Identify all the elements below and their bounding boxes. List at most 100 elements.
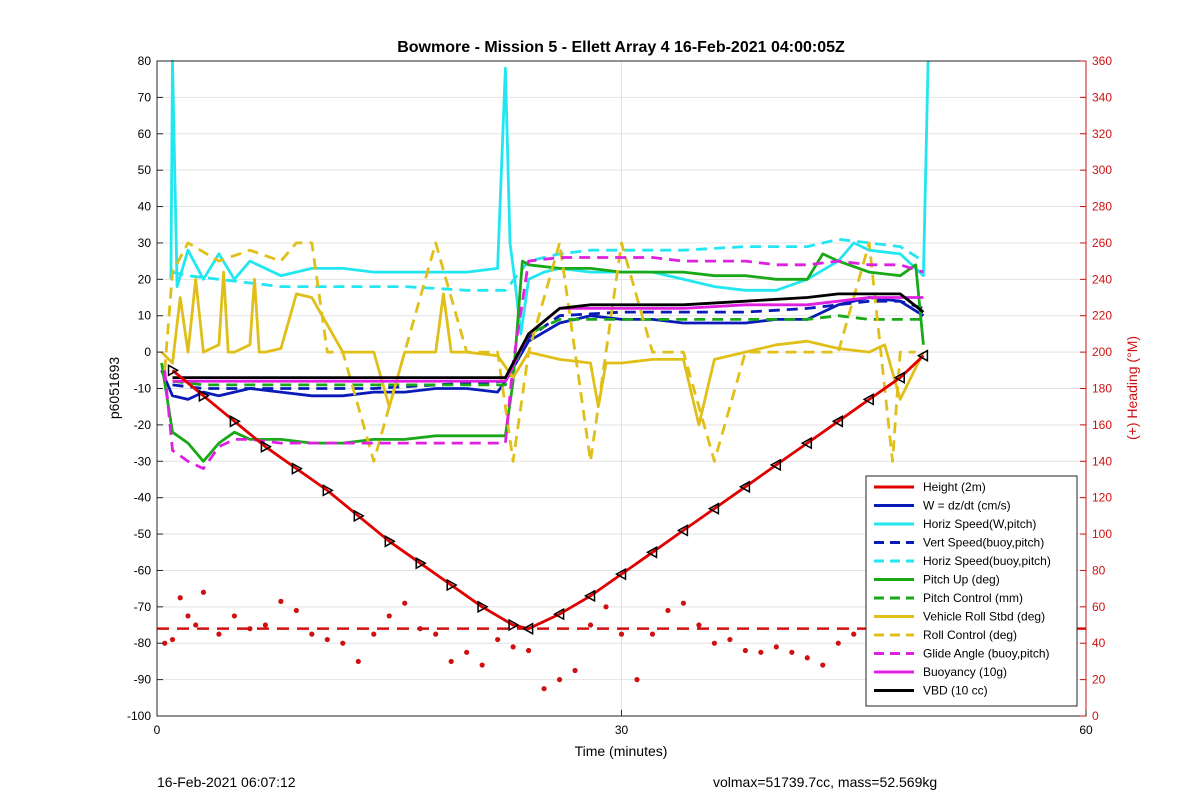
y-right-tick-label: 300 [1092, 163, 1112, 177]
heading-point [448, 658, 454, 665]
y-right-tick-label: 140 [1092, 454, 1112, 468]
heading-point [526, 647, 532, 654]
y-right-tick-label: 240 [1092, 272, 1112, 286]
x-tick-label: 60 [1079, 723, 1093, 737]
heading-point [510, 644, 516, 650]
heading-point [200, 589, 207, 595]
y-tick-label: 30 [138, 236, 152, 250]
heading-point [742, 647, 748, 654]
y-tick-label: 20 [138, 272, 152, 286]
y-tick-label: 80 [138, 54, 152, 68]
heading-point [231, 613, 238, 619]
legend-label: Pitch Control (mm) [923, 591, 1023, 605]
legend-label: Pitch Up (deg) [923, 573, 1000, 587]
series-horiz-speed-w-pitch [169, 59, 930, 336]
y-right-tick-label: 320 [1092, 127, 1112, 141]
heading-point [386, 613, 392, 619]
y-right-tick-label: 340 [1092, 90, 1112, 104]
right-axis: 3603403203002802602402202001801601401201… [1080, 54, 1112, 723]
heading-point [758, 649, 764, 655]
height-marker [477, 600, 489, 614]
y-tick-label: -40 [134, 491, 152, 505]
chart-title: Bowmore - Mission 5 - Ellett Array 4 16-… [397, 39, 845, 56]
heading-point [185, 613, 191, 619]
series-layer [160, 59, 930, 631]
series-glide-angle-buoy-pitch [163, 256, 924, 471]
height-marker [800, 436, 813, 450]
heading-point [587, 622, 594, 628]
heading-point [495, 636, 501, 643]
legend-label: Glide Angle (buoy,pitch) [923, 647, 1050, 661]
y-right-tick-label: 360 [1092, 54, 1112, 68]
x-tick-label: 30 [615, 723, 629, 737]
heading-point [820, 662, 826, 668]
legend-label: Roll Control (deg) [923, 628, 1017, 642]
legend-label: Vert Speed(buoy,pitch) [923, 536, 1044, 550]
height-marker [384, 535, 396, 548]
y-right-tick-label: 280 [1092, 200, 1112, 214]
heading-point [177, 595, 183, 601]
legend-label: Buoyancy (10g) [923, 665, 1007, 679]
y-tick-label: 60 [138, 127, 152, 141]
y-right-tick-label: 220 [1092, 309, 1112, 323]
heading-point [479, 662, 485, 668]
heading-point [371, 631, 377, 637]
height-marker [645, 546, 658, 559]
series-vehicle-roll-stbd-deg [160, 270, 925, 427]
y-right-tick-label: 160 [1092, 418, 1112, 432]
height-marker [583, 589, 596, 603]
height-marker [167, 364, 180, 377]
heading-point [603, 604, 609, 610]
height-marker [353, 509, 365, 523]
height-marker [614, 567, 627, 581]
height-markers [167, 349, 929, 635]
heading-point [634, 677, 640, 683]
legend-label: Height (2m) [923, 480, 986, 494]
y-tick-label: -70 [134, 600, 152, 614]
y-tick-label: -100 [127, 709, 151, 723]
y-right-tick-label: 80 [1092, 563, 1106, 577]
heading-point [293, 607, 299, 614]
y-right-tick-label: 20 [1092, 673, 1106, 687]
heading-point [572, 667, 578, 674]
legend: Height (2m) W = dz/dt (cm/s) Horiz Speed(W… [865, 475, 1078, 707]
series-pitch-up-deg [160, 252, 925, 463]
heading-point [711, 640, 718, 646]
height-marker [322, 484, 334, 497]
height-marker [676, 524, 689, 537]
heading-point [309, 631, 315, 637]
heading-point [216, 631, 222, 637]
heading-point [262, 622, 268, 628]
height-marker [508, 618, 520, 632]
y-tick-label: 70 [138, 90, 152, 104]
y-right-tick-label: 260 [1092, 236, 1112, 250]
y-right-tick-label: 40 [1092, 636, 1106, 650]
height-marker [446, 578, 458, 592]
x-tick-label: 0 [154, 723, 161, 737]
series-height-2m [171, 354, 925, 631]
heading-point [680, 600, 687, 606]
y-tick-label: -60 [134, 563, 152, 577]
y-tick-label: -50 [134, 527, 152, 541]
height-marker [198, 389, 210, 403]
series-roll-control-deg [163, 241, 916, 463]
heading-point [433, 631, 439, 637]
heading-point [355, 658, 361, 665]
heading-point [247, 626, 253, 632]
heading-point [835, 640, 841, 646]
heading-point [464, 649, 470, 655]
height-marker [738, 480, 751, 494]
footer-stats: volmax=51739.7cc, mass=52.569kg [713, 774, 938, 790]
legend-label: VBD (10 cc) [923, 684, 988, 698]
y-tick-label: -20 [134, 418, 152, 432]
height-marker [553, 607, 565, 621]
legend-label: Vehicle Roll Stbd (deg) [923, 610, 1045, 624]
height-marker [916, 349, 929, 362]
heading-point [169, 636, 176, 643]
heading-point [649, 631, 656, 637]
y-tick-label: 50 [138, 163, 152, 177]
y-tick-label: 40 [138, 200, 152, 214]
y-right-tick-label: 0 [1092, 709, 1099, 723]
height-marker [862, 393, 874, 406]
